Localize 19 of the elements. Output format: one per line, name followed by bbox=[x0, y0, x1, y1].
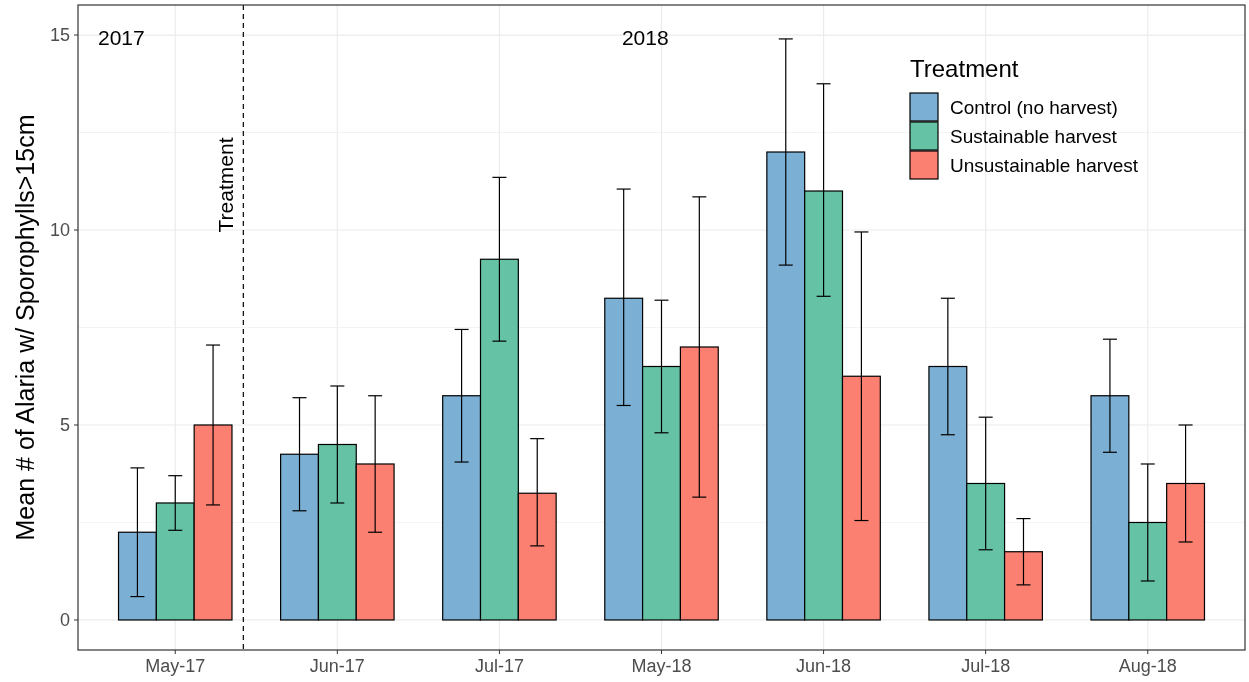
y-tick-label: 15 bbox=[49, 25, 70, 46]
y-tick-label: 5 bbox=[59, 415, 70, 436]
y-axis-title: Mean # of Alaria w/ Sporophylls>15cm bbox=[11, 114, 39, 541]
legend-label: Sustainable harvest bbox=[950, 125, 1118, 147]
x-tick-label: Jul-18 bbox=[961, 656, 1011, 676]
y-tick-label: 0 bbox=[59, 610, 70, 631]
legend-label: Unsustainable harvest bbox=[950, 154, 1139, 176]
x-tick-label: May-17 bbox=[145, 656, 206, 676]
legend-title: Treatment bbox=[910, 55, 1019, 82]
legend-label: Control (no harvest) bbox=[950, 96, 1118, 118]
y-tick-label: 10 bbox=[49, 220, 70, 241]
x-tick-label: Jun-18 bbox=[796, 656, 852, 676]
annotation: 2018 bbox=[621, 26, 669, 49]
x-tick-label: Aug-18 bbox=[1118, 656, 1177, 676]
annotation: 2017 bbox=[98, 26, 145, 49]
x-tick-label: May-18 bbox=[631, 656, 692, 676]
x-tick-label: Jul-17 bbox=[474, 656, 524, 676]
annotation: Treatment bbox=[214, 137, 238, 233]
x-tick-label: Jun-17 bbox=[309, 656, 365, 676]
